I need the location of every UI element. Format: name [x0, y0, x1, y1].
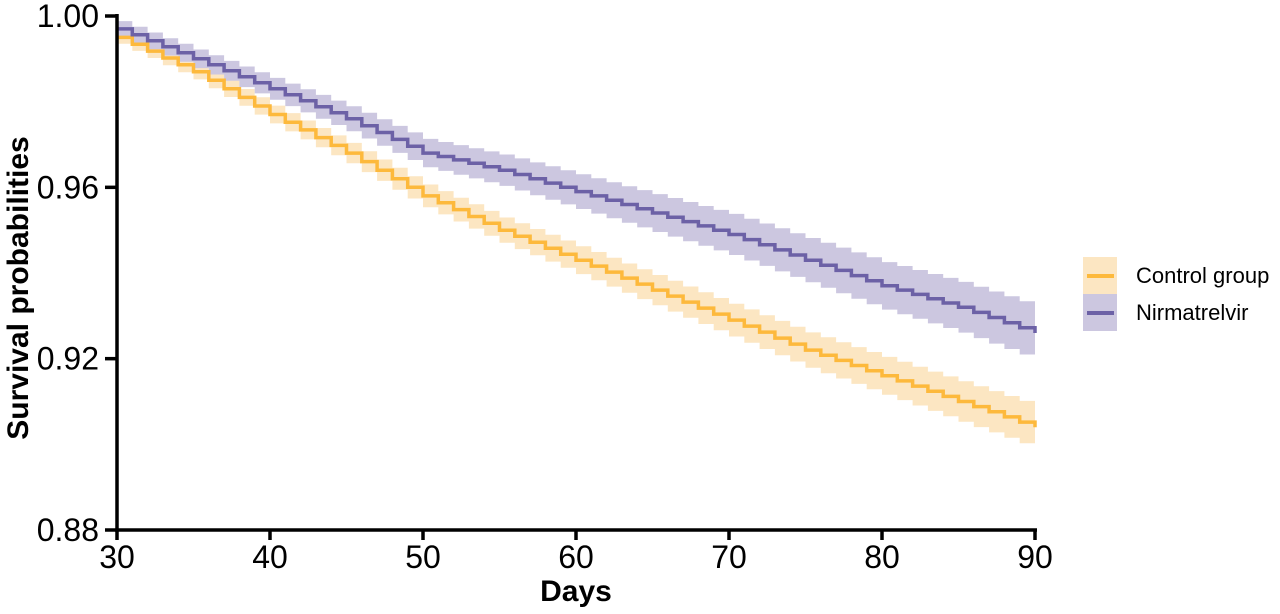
svg-text:1.00: 1.00 — [37, 0, 99, 34]
legend-item-nirmatrelvir: Nirmatrelvir — [1083, 294, 1269, 331]
legend-item-control-group: Control group — [1083, 257, 1269, 294]
svg-text:70: 70 — [711, 539, 747, 575]
svg-text:0.96: 0.96 — [37, 169, 99, 205]
x-axis-title: Days — [540, 575, 612, 608]
svg-text:0.92: 0.92 — [37, 341, 99, 377]
nirmatrelvir-band-swatch — [1083, 294, 1117, 331]
legend: Control group Nirmatrelvir — [1083, 257, 1269, 331]
svg-text:50: 50 — [405, 539, 441, 575]
legend-label-nirmatrelvir: Nirmatrelvir — [1136, 299, 1249, 325]
y-axis-title: Survival probabilities — [2, 136, 35, 440]
legend-label-control-group: Control group — [1136, 262, 1270, 288]
svg-text:0.88: 0.88 — [37, 512, 99, 548]
svg-text:80: 80 — [864, 539, 900, 575]
svg-text:90: 90 — [1017, 539, 1053, 575]
control-group-line-sample — [1086, 273, 1114, 278]
control-group-band-swatch — [1083, 257, 1117, 294]
svg-text:30: 30 — [99, 539, 135, 575]
nirmatrelvir-line-sample — [1086, 310, 1114, 315]
svg-text:40: 40 — [252, 539, 288, 575]
svg-text:60: 60 — [558, 539, 594, 575]
